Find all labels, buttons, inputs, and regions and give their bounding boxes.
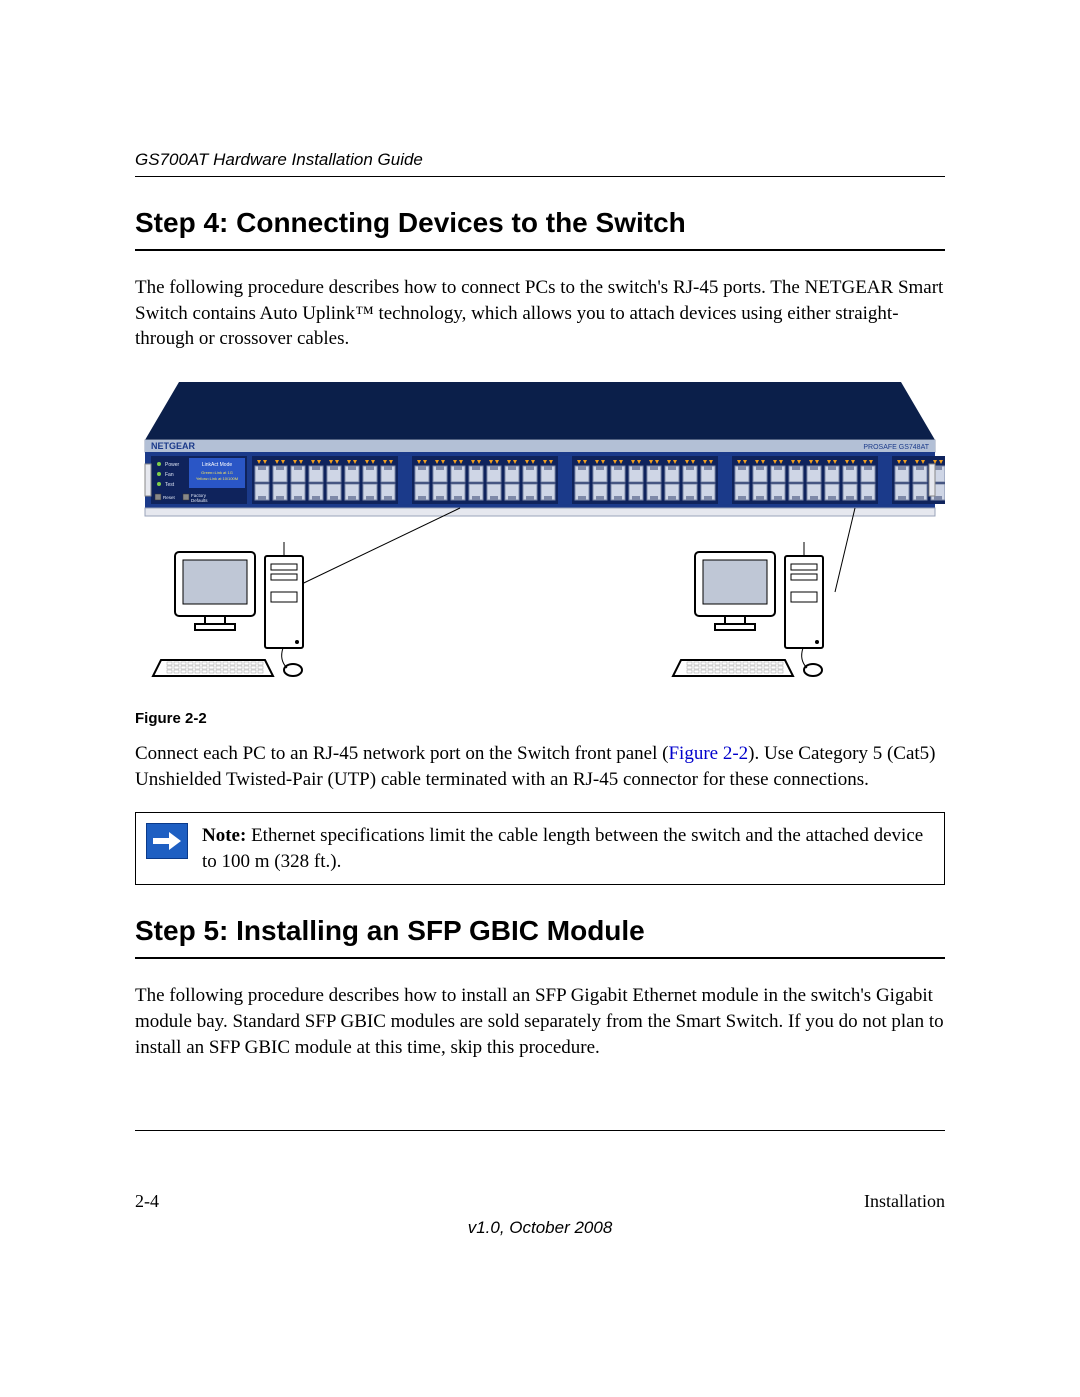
note-label: Note: (202, 825, 246, 846)
document-page: GS700AT Hardware Installation Guide Step… (135, 0, 945, 1298)
svg-text:Reset: Reset (163, 495, 176, 500)
footer-rule (135, 1130, 945, 1131)
running-header: GS700AT Hardware Installation Guide (135, 150, 945, 170)
svg-text:Power: Power (165, 462, 180, 468)
footer-page-number: 2-4 (135, 1191, 159, 1212)
fig-desc-pre: Connect each PC to an RJ-45 network port… (135, 743, 668, 764)
step4-heading: Step 4: Connecting Devices to the Switch (135, 207, 945, 239)
svg-text:LinkAct Mode: LinkAct Mode (202, 462, 233, 468)
step4-heading-rule (135, 249, 945, 251)
svg-text:NETGEAR: NETGEAR (151, 441, 196, 451)
footer: 2-4 Installation (135, 1191, 945, 1212)
figure-caption: Figure 2-2 (135, 710, 945, 727)
svg-text:PROSAFE GS748AT: PROSAFE GS748AT (863, 444, 929, 451)
note-body: Ethernet specifications limit the cable … (202, 825, 923, 872)
svg-text:Yellow=Link at 10/100M: Yellow=Link at 10/100M (196, 476, 238, 481)
svg-text:Defaults: Defaults (191, 498, 208, 503)
figure-2-2-link[interactable]: Figure 2-2 (668, 743, 748, 764)
header-rule (135, 176, 945, 177)
note-arrow-icon (146, 823, 188, 859)
step5-heading-rule (135, 957, 945, 959)
figure-description: Connect each PC to an RJ-45 network port… (135, 741, 945, 792)
note-text: Note: Ethernet specifications limit the … (202, 813, 944, 884)
svg-text:Green=Link at 1G: Green=Link at 1G (201, 470, 233, 475)
figure-2-2: NETGEARPROSAFE GS748ATPowerFanTestResetF… (135, 372, 945, 702)
footer-section: Installation (864, 1191, 945, 1212)
note-callout: Note: Ethernet specifications limit the … (135, 812, 945, 885)
footer-version: v1.0, October 2008 (135, 1218, 945, 1238)
svg-text:Fan: Fan (165, 472, 174, 478)
step5-heading: Step 5: Installing an SFP GBIC Module (135, 915, 945, 947)
switch-connection-diagram: NETGEARPROSAFE GS748ATPowerFanTestResetF… (135, 372, 945, 702)
svg-text:Test: Test (165, 482, 175, 488)
step5-paragraph: The following procedure describes how to… (135, 983, 945, 1060)
step4-paragraph: The following procedure describes how to… (135, 275, 945, 352)
